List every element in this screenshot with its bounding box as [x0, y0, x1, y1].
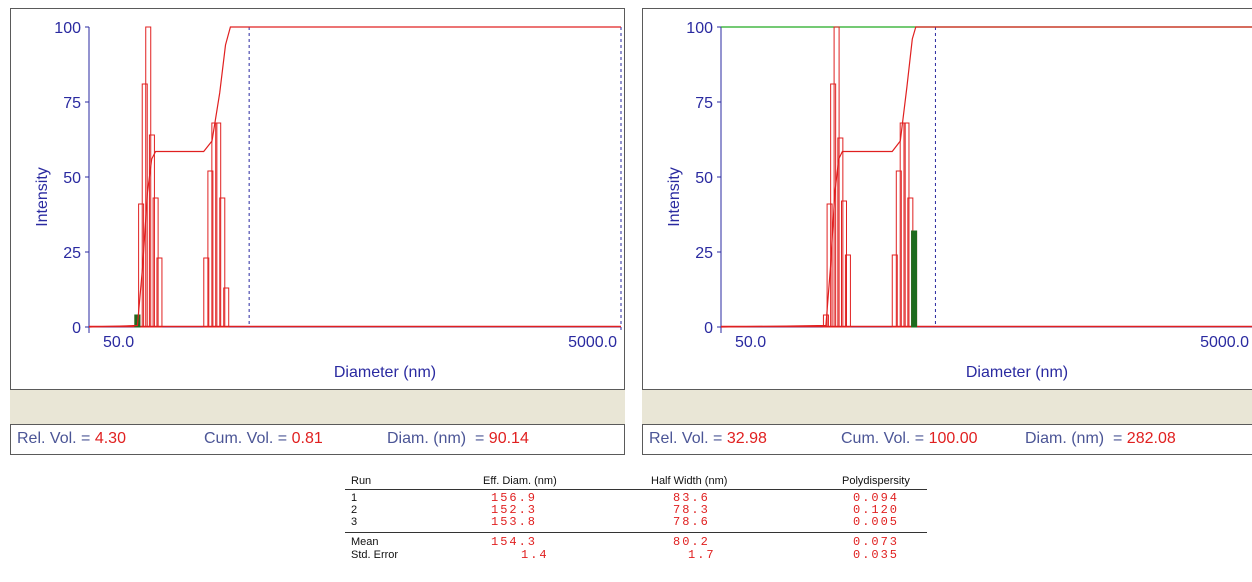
- run-number: 3: [351, 516, 358, 528]
- bar: [822, 314, 829, 328]
- eff-diam-value: 152.3: [491, 503, 538, 517]
- x-tick-label: 5000.0: [568, 334, 617, 351]
- bar: [223, 287, 230, 328]
- stderr-polydispersity: 0.035: [853, 548, 900, 562]
- half-width-value: 78.6: [673, 515, 710, 529]
- rel-vol-readout: Rel. Vol. = 32.98: [649, 430, 767, 448]
- size-distribution-chart: 0 25 50 75 100 50.0 5000.0 Diameter (nm) Intensi…: [666, 20, 1252, 381]
- rel-vol-label: Rel. Vol. =: [649, 430, 727, 447]
- bar: [141, 83, 148, 328]
- mean-half-width: 80.2: [673, 535, 710, 549]
- cum-vol-value: 0.81: [291, 430, 323, 447]
- bar: [840, 200, 847, 328]
- bar: [903, 122, 910, 328]
- results-table: Run Eff. Diam. (nm) Half Width (nm) Poly…: [345, 472, 927, 580]
- y-tick-label: 75: [63, 95, 81, 112]
- bar: [219, 197, 226, 328]
- bar: [156, 257, 163, 328]
- diam-label: Diam. (nm) =: [1025, 430, 1127, 447]
- bar: [833, 26, 840, 328]
- bar: [844, 254, 851, 328]
- polydispersity-value: 0.005: [853, 515, 900, 529]
- bar: [145, 26, 152, 328]
- diam-value: 282.08: [1126, 430, 1176, 447]
- diam-readout: Diam. (nm) = 90.14: [387, 430, 529, 448]
- summary-label-mean: Mean: [351, 536, 379, 548]
- run-number: 1: [351, 492, 358, 504]
- chart-frame: 0 25 50 75 100 50.0 5000.0 Diameter (nm) Intensi…: [10, 8, 625, 390]
- rel-vol-readout: Rel. Vol. = 4.30: [17, 430, 126, 448]
- header-eff-diam: Eff. Diam. (nm): [483, 475, 557, 487]
- x-axis-title: Diameter (nm): [334, 364, 436, 381]
- x-tick-label: 50.0: [103, 334, 134, 351]
- bar: [152, 197, 159, 328]
- cum-vol-label: Cum. Vol. =: [204, 430, 292, 447]
- run-number: 2: [351, 504, 358, 516]
- bar: [830, 83, 837, 328]
- bar: [207, 170, 214, 328]
- header-run: Run: [351, 475, 372, 487]
- chart-frame: 0 25 50 75 100 50.0 5000.0 Diameter (nm) Intensi…: [642, 8, 1252, 390]
- cumulative-curve: [88, 26, 621, 328]
- header-rule: [345, 489, 927, 490]
- readout-bar: Rel. Vol. = 32.98 Cum. Vol. = 100.00 Dia…: [642, 424, 1252, 455]
- status-strip: [10, 390, 625, 424]
- mean-eff-diam: 154.3: [491, 535, 538, 549]
- y-tick-label: 50: [63, 170, 81, 187]
- selected-bar: [911, 230, 918, 328]
- diam-readout: Diam. (nm) = 282.08: [1025, 430, 1176, 448]
- polydispersity-value: 0.094: [853, 491, 900, 505]
- half-width-value: 83.6: [673, 491, 710, 505]
- mean-polydispersity: 0.073: [853, 535, 900, 549]
- half-width-value: 78.3: [673, 503, 710, 517]
- bar: [215, 122, 222, 328]
- cum-vol-value: 100.00: [928, 430, 978, 447]
- y-tick-label: 25: [63, 245, 81, 262]
- chart-panel-right: 0 25 50 75 100 50.0 5000.0 Diameter (nm) Intensi…: [634, 0, 1252, 455]
- diam-label: Diam. (nm) =: [387, 430, 489, 447]
- status-strip: [642, 390, 1252, 424]
- bar: [138, 203, 145, 328]
- summary-rule: [345, 532, 927, 533]
- bar: [826, 203, 833, 328]
- cumulative-curve: [720, 26, 1252, 328]
- x-tick-label: 50.0: [735, 334, 766, 351]
- y-tick-label: 100: [54, 20, 81, 37]
- y-axis-title: Intensity: [666, 167, 683, 227]
- rel-vol-label: Rel. Vol. =: [17, 430, 95, 447]
- header-half-width: Half Width (nm): [651, 475, 728, 487]
- diam-value: 90.14: [488, 430, 529, 447]
- cum-vol-label: Cum. Vol. =: [841, 430, 929, 447]
- x-axis-title: Diameter (nm): [966, 364, 1068, 381]
- rel-vol-value: 4.30: [94, 430, 126, 447]
- y-tick-label: 75: [695, 95, 713, 112]
- x-tick-label: 5000.0: [1200, 334, 1249, 351]
- polydispersity-value: 0.120: [853, 503, 900, 517]
- y-axis-title: Intensity: [34, 167, 51, 227]
- size-distribution-chart: 0 25 50 75 100 50.0 5000.0 Diameter (nm) Intensi…: [34, 20, 622, 381]
- bar: [837, 137, 844, 328]
- bar: [203, 257, 210, 328]
- y-tick-label: 25: [695, 245, 713, 262]
- cum-vol-readout: Cum. Vol. = 100.00: [841, 430, 978, 448]
- chart-panel-left: 0 25 50 75 100 50.0 5000.0 Diameter (nm) Intensi…: [0, 0, 634, 455]
- y-tick-label: 0: [72, 320, 81, 337]
- stderr-eff-diam: 1.4: [521, 548, 549, 562]
- bar: [895, 170, 902, 328]
- bar: [148, 134, 155, 328]
- eff-diam-value: 156.9: [491, 491, 538, 505]
- y-tick-label: 0: [704, 320, 713, 337]
- summary-label-std-error: Std. Error: [351, 549, 399, 561]
- header-polydispersity: Polydispersity: [842, 475, 910, 487]
- cum-vol-readout: Cum. Vol. = 0.81: [204, 430, 323, 448]
- y-tick-label: 50: [695, 170, 713, 187]
- bar: [891, 254, 898, 328]
- y-tick-label: 100: [686, 20, 713, 37]
- readout-bar: Rel. Vol. = 4.30 Cum. Vol. = 0.81 Diam. …: [10, 424, 625, 455]
- stderr-half-width: 1.7: [688, 548, 716, 562]
- rel-vol-value: 32.98: [726, 430, 767, 447]
- eff-diam-value: 153.8: [491, 515, 538, 529]
